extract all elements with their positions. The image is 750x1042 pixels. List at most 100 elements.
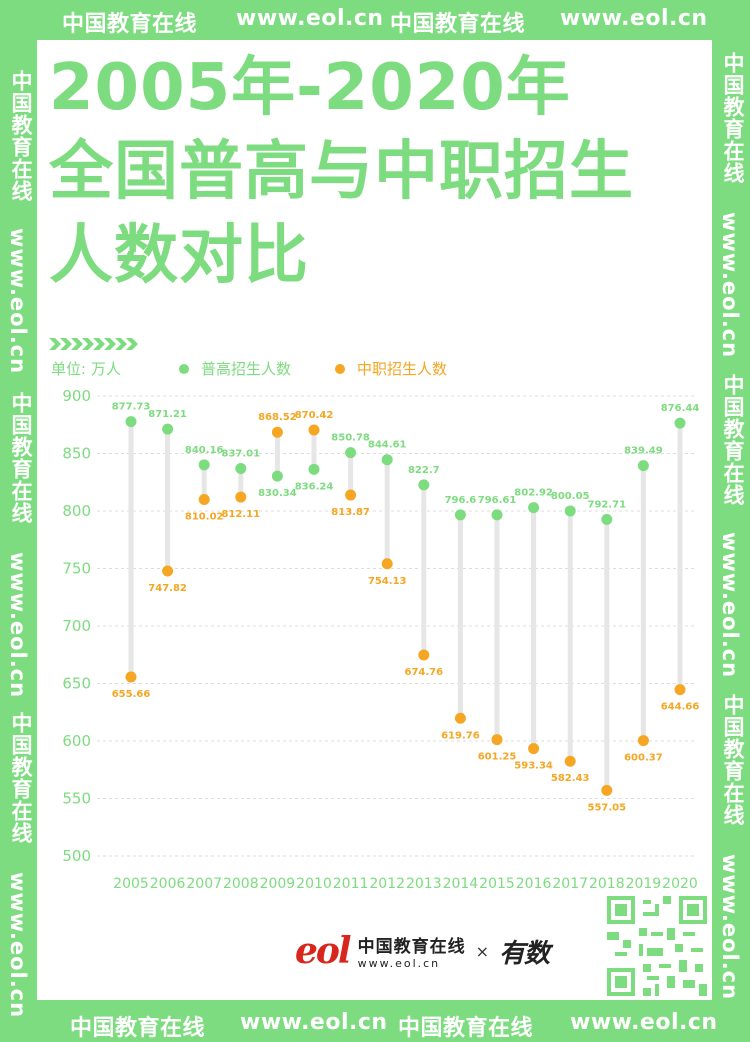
point-series-b <box>162 565 174 577</box>
y-tick-label: 900 <box>62 387 91 405</box>
data-label-series-b: 870.42 <box>295 410 334 421</box>
watermark-left-2: www.eol.cn <box>6 228 30 375</box>
point-series-a <box>345 447 357 459</box>
watermark-top-2: www.eol.cn <box>236 6 384 31</box>
data-label-series-b: 674.76 <box>405 667 444 678</box>
watermark-top-4: www.eol.cn <box>560 6 708 31</box>
data-label-layer: 877.73 655.66 871.21 747.82 840.16 810.02 837.… <box>112 402 700 814</box>
data-label-series-b: 868.52 <box>258 412 297 423</box>
watermark-bottom-4: www.eol.cn <box>570 1010 718 1035</box>
data-label-series-a: 796.61 <box>478 495 517 506</box>
times-sign: × <box>475 941 489 961</box>
title-line-3: 人数对比 <box>49 219 309 293</box>
point-series-b <box>308 424 320 436</box>
x-tick-label: 2018 <box>589 876 625 892</box>
y-tick-label: 850 <box>62 445 91 463</box>
point-series-b <box>271 426 283 438</box>
point-series-a <box>308 463 320 475</box>
x-tick-label: 2010 <box>296 876 332 892</box>
point-series-a <box>271 470 283 482</box>
y-tick-label: 800 <box>62 502 91 520</box>
point-series-b <box>454 712 466 724</box>
x-tick-label: 2007 <box>186 876 222 892</box>
point-series-a <box>454 509 466 521</box>
grid-layer <box>97 395 697 857</box>
x-tick-label: 2008 <box>223 876 259 892</box>
x-tick-label: 2016 <box>516 876 552 892</box>
point-series-b <box>564 755 576 767</box>
point-series-b <box>601 784 613 796</box>
point-series-a <box>491 509 503 521</box>
y-tick-label: 750 <box>62 560 91 578</box>
watermark-left-4: www.eol.cn <box>6 552 30 699</box>
x-tick-label: 2012 <box>369 876 405 892</box>
data-label-series-a: 844.61 <box>368 440 407 451</box>
legend-label-b: 中职招生人数 <box>357 360 448 378</box>
eol-logo-url: www.eol.cn <box>357 957 441 970</box>
watermark-left-6: www.eol.cn <box>6 872 30 1019</box>
partner-logo: 有数 <box>499 938 550 969</box>
legend-dot-orange-icon <box>335 363 345 374</box>
point-series-b <box>125 671 137 683</box>
data-label-series-b: 747.82 <box>148 583 187 594</box>
data-label-series-b: 619.76 <box>441 730 480 741</box>
y-tick-label: 650 <box>62 675 91 693</box>
point-series-a <box>381 454 393 466</box>
watermark-left-5: 中国教育在线 <box>9 712 33 844</box>
data-label-series-a: 792.71 <box>588 499 627 510</box>
x-tick-label: 2006 <box>150 876 186 892</box>
point-series-a <box>198 459 210 471</box>
x-tick-label: 2017 <box>552 876 588 892</box>
x-tick-label: 2011 <box>333 876 369 892</box>
x-tick-label: 2009 <box>260 876 296 892</box>
watermark-right-4: www.eol.cn <box>718 532 742 679</box>
chevron-decoration-icon <box>49 338 138 350</box>
data-label-series-b: 601.25 <box>478 752 517 763</box>
data-label-series-b: 810.02 <box>185 511 224 522</box>
data-label-series-b: 655.66 <box>112 689 151 700</box>
x-tick-label: 2014 <box>443 876 479 892</box>
data-label-series-a: 800.05 <box>551 491 590 502</box>
y-tick-label: 550 <box>62 790 91 808</box>
title-line-1: 2005年-2020年 <box>49 51 571 125</box>
eol-logo-mark: eol <box>295 930 352 972</box>
point-series-a <box>528 502 540 514</box>
data-label-series-a: 837.01 <box>222 448 261 459</box>
data-label-series-a: 839.49 <box>624 446 663 457</box>
data-label-series-b: 582.43 <box>551 773 590 784</box>
data-label-series-a: 796.6 <box>445 495 477 506</box>
footer-logo: eol 中国教育在线 www.eol.cn × 有数 <box>295 930 550 972</box>
point-series-a <box>162 423 174 435</box>
y-tick-label: 600 <box>62 732 91 750</box>
legend-item-vocational-school: 中职招生人数 <box>335 358 447 379</box>
data-label-series-a: 822.7 <box>408 465 440 476</box>
data-label-series-a: 840.16 <box>185 445 224 456</box>
watermark-right-5: 中国教育在线 <box>721 694 745 826</box>
point-series-a <box>125 416 137 428</box>
point-series-a <box>235 462 247 474</box>
unit-label: 单位: 万人 <box>51 360 121 378</box>
data-label-series-b: 644.66 <box>661 702 700 713</box>
eol-logo-name: 中国教育在线 <box>357 937 466 957</box>
watermark-left-3: 中国教育在线 <box>9 392 33 524</box>
eol-logo-text: 中国教育在线 www.eol.cn <box>358 932 466 970</box>
data-label-series-b: 812.11 <box>222 509 261 520</box>
x-tick-label: 2005 <box>113 876 149 892</box>
x-tick-label: 2013 <box>406 876 442 892</box>
x-tick-label: 2015 <box>479 876 515 892</box>
data-label-series-a: 871.21 <box>148 409 187 420</box>
point-series-b <box>198 493 210 505</box>
data-label-series-a: 877.73 <box>112 402 151 413</box>
y-tick-label: 500 <box>62 847 91 865</box>
legend-label-a: 普高招生人数 <box>201 360 292 378</box>
data-label-series-b: 754.13 <box>368 576 407 587</box>
data-label-series-a: 836.24 <box>295 481 334 492</box>
point-series-a <box>674 417 686 429</box>
point-series-b <box>345 489 357 501</box>
point-series-b <box>418 649 430 661</box>
watermark-left-1: 中国教育在线 <box>9 70 33 202</box>
dot-layer <box>125 416 686 796</box>
page-title: 2005年-2020年 全国普高与中职招生 人数对比 <box>49 46 709 298</box>
point-series-b <box>528 743 540 755</box>
point-series-b <box>491 734 503 746</box>
